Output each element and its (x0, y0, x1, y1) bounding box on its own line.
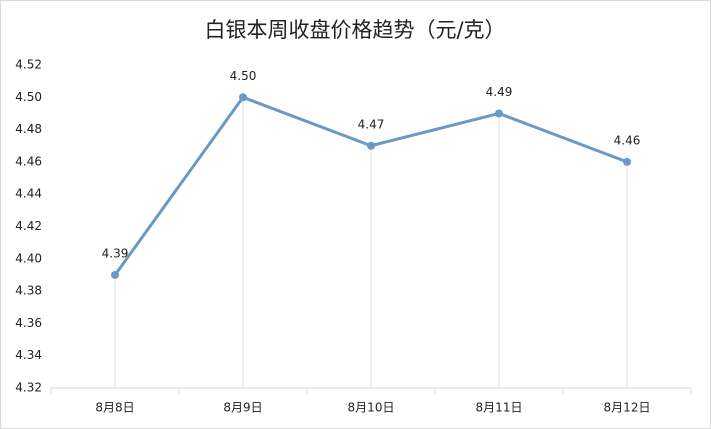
data-point (495, 109, 503, 118)
chart-title: 白银本周收盘价格趋势（元/克） (204, 18, 505, 42)
x-tick-label: 8月9日 (223, 401, 262, 415)
y-tick-label: 4.52 (15, 58, 42, 72)
data-label: 4.46 (614, 133, 641, 147)
data-point (239, 93, 247, 102)
y-tick-label: 4.48 (15, 122, 42, 136)
y-tick-label: 4.34 (15, 348, 42, 362)
data-label: 4.39 (102, 246, 129, 260)
y-tick-label: 4.42 (15, 219, 42, 233)
x-tick-label: 8月10日 (348, 401, 395, 415)
data-point (623, 157, 631, 166)
data-label: 4.49 (486, 85, 513, 99)
x-tick-label: 8月11日 (476, 401, 523, 415)
data-point (367, 141, 375, 150)
x-tick-label: 8月12日 (604, 401, 651, 415)
x-tick-label: 8月8日 (95, 401, 134, 415)
y-tick-label: 4.32 (15, 381, 42, 395)
y-tick-label: 4.38 (15, 284, 42, 298)
data-point (111, 270, 119, 279)
data-label: 4.50 (230, 69, 257, 83)
y-tick-label: 4.44 (15, 187, 42, 201)
y-tick-label: 4.36 (15, 316, 42, 330)
y-tick-label: 4.46 (15, 154, 42, 168)
y-tick-label: 4.50 (15, 90, 42, 104)
data-label: 4.47 (358, 117, 385, 131)
y-tick-label: 4.40 (15, 251, 42, 265)
